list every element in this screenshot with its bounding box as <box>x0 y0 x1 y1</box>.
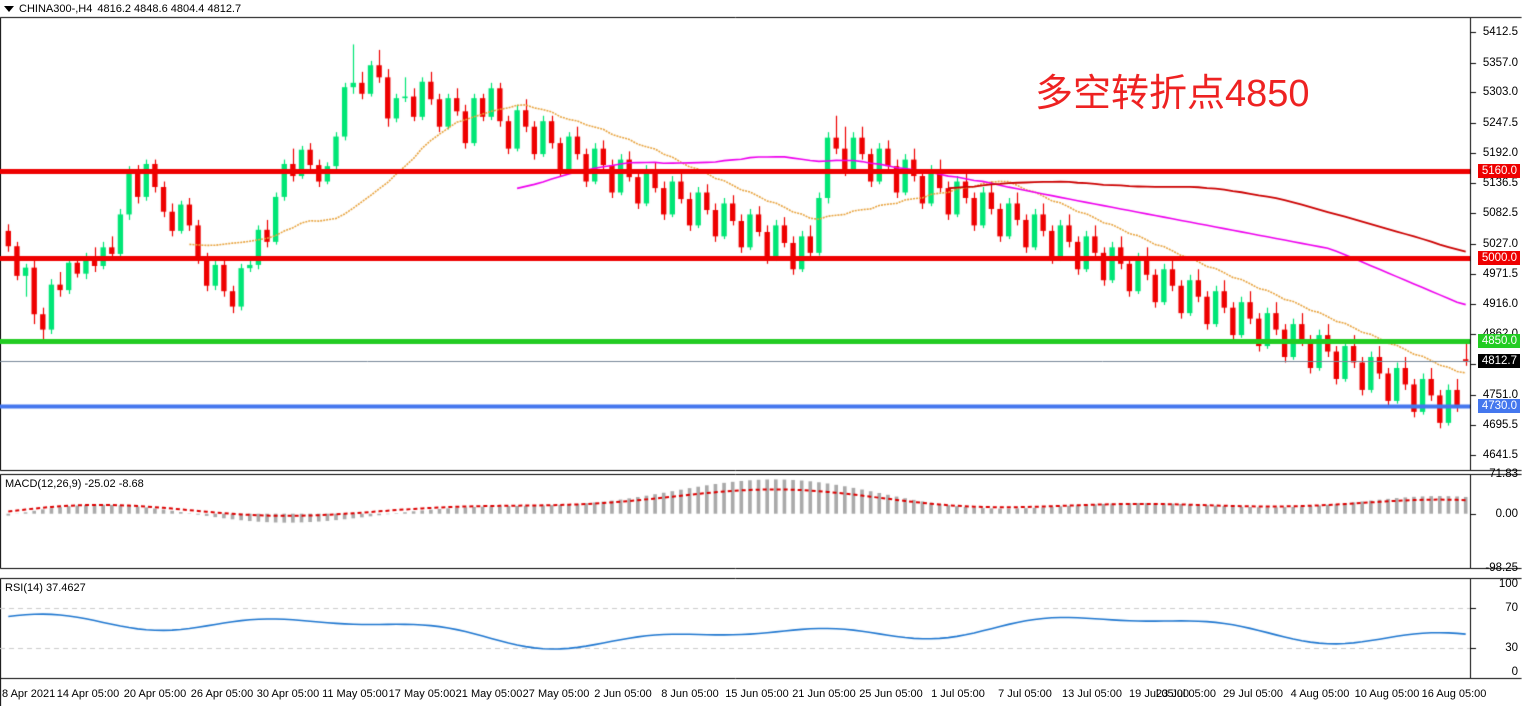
chart-annotation-text: 多空转折点4850 <box>1035 73 1310 115</box>
caret-down-icon[interactable] <box>4 5 14 12</box>
ohlc-values: 4816.2 4848.6 4804.4 4812.7 <box>97 2 242 15</box>
macd-panel-label: MACD(12,26,9) -25.02 -8.68 <box>5 478 144 490</box>
rsi-panel-label: RSI(14) 37.4627 <box>5 582 86 594</box>
symbol-label: CHINA300-,H4 <box>19 2 93 15</box>
chart-header: CHINA300-,H4 4816.2 4848.6 4804.4 4812.7 <box>0 0 241 17</box>
